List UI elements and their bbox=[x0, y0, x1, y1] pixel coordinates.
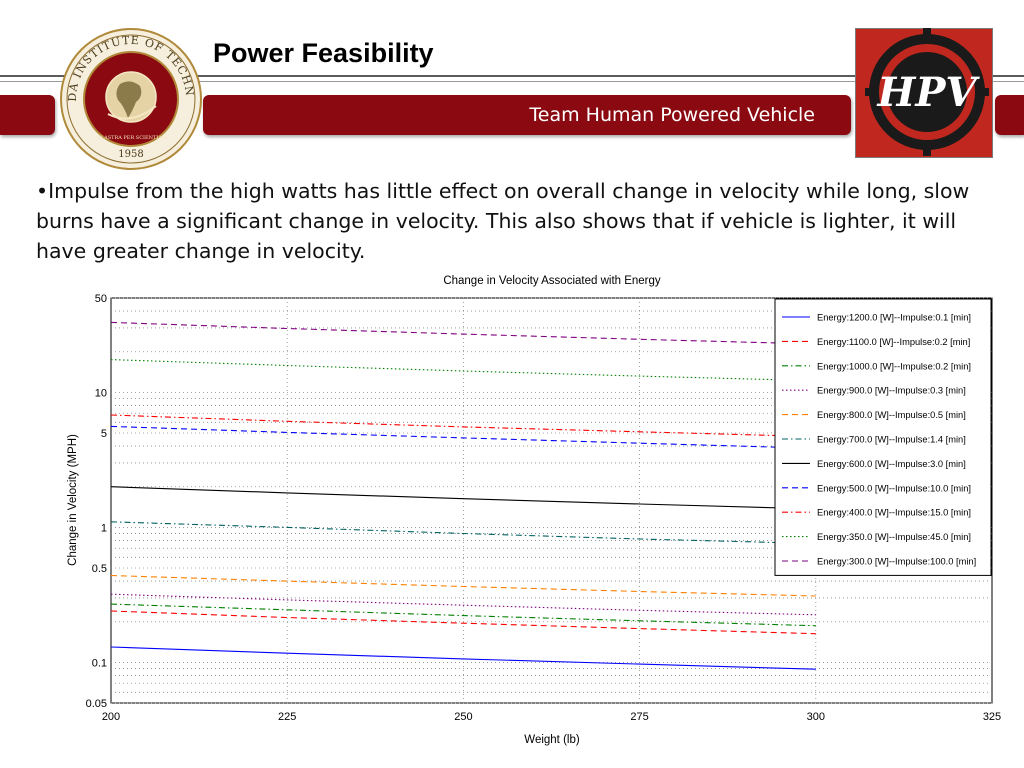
header-rule-secondary bbox=[0, 81, 1024, 82]
florida-tech-seal-logo: FLORIDA INSTITUTE OF TECHNOLOGY 1958 AD … bbox=[58, 26, 202, 170]
legend-box bbox=[774, 298, 992, 576]
x-tick-labels: 200 225 250 275 300 325 bbox=[102, 711, 1001, 723]
x-tick-label: 300 bbox=[807, 711, 825, 723]
legend-entry: Energy:800.0 [W]--Impulse:0.5 [min] bbox=[817, 410, 966, 420]
legend-entry: Energy:1000.0 [W]--Impulse:0.2 [min] bbox=[817, 361, 971, 371]
y-tick-labels: 0.05 0.1 0.5 1 5 10 50 bbox=[86, 293, 107, 710]
svg-text:AD ASTRA PER SCIENTIAM: AD ASTRA PER SCIENTIAM bbox=[94, 135, 167, 141]
legend-entry: Energy:400.0 [W]--Impulse:15.0 [min] bbox=[817, 508, 971, 518]
y-tick-label: 10 bbox=[95, 387, 107, 399]
y-tick-label: 50 bbox=[95, 293, 107, 305]
y-tick-label: 0.1 bbox=[92, 657, 107, 669]
x-tick-label: 225 bbox=[278, 711, 296, 723]
x-tick-label: 275 bbox=[630, 711, 648, 723]
legend-entry: Energy:500.0 [W]--Impulse:10.0 [min] bbox=[817, 483, 971, 493]
legend-entry: Energy:600.0 [W]--Impulse:3.0 [min] bbox=[817, 459, 966, 469]
legend-entry: Energy:1200.0 [W]--Impulse:0.1 [min] bbox=[817, 313, 971, 323]
x-tick-label: 325 bbox=[983, 711, 1001, 723]
x-axis-label: Weight (lb) bbox=[524, 734, 580, 746]
x-tick-label: 250 bbox=[454, 711, 472, 723]
body-paragraph: •Impulse from the high watts has little … bbox=[36, 179, 970, 263]
series-line-4 bbox=[110, 593, 816, 616]
series-line-3 bbox=[110, 603, 816, 627]
y-tick-label: 0.05 bbox=[86, 698, 107, 710]
svg-text:HPV: HPV bbox=[877, 69, 981, 116]
legend-entry: Energy:1100.0 [W]--Impulse:0.2 [min] bbox=[817, 337, 970, 347]
velocity-chart: Change in Velocity Associated with Energ… bbox=[67, 275, 1001, 746]
chart-title: Change in Velocity Associated with Energ… bbox=[443, 275, 661, 287]
series-line-7 bbox=[110, 486, 816, 510]
header-bar: Team Human Powered Vehicle bbox=[203, 95, 851, 135]
header-bar-left bbox=[0, 95, 55, 135]
svg-text:1958: 1958 bbox=[118, 149, 143, 160]
series-line-5 bbox=[110, 574, 816, 597]
series-line-1 bbox=[110, 646, 816, 670]
hpv-logo: HPV bbox=[855, 28, 993, 158]
series-line-11 bbox=[110, 321, 816, 345]
y-tick-label: 1 bbox=[101, 522, 107, 534]
subtitle: Team Human Powered Vehicle bbox=[529, 104, 815, 126]
series-line-2 bbox=[110, 610, 816, 635]
grid-lines bbox=[111, 297, 992, 704]
legend: Energy:1200.0 [W]--Impulse:0.1 [min] Ener… bbox=[774, 298, 992, 576]
series-line-8 bbox=[110, 425, 816, 449]
series-line-10 bbox=[110, 359, 816, 382]
legend-entry: Energy:900.0 [W]--Impulse:0.3 [min] bbox=[817, 386, 966, 396]
header-rule bbox=[0, 75, 1024, 77]
y-tick-label: 5 bbox=[101, 428, 107, 440]
legend-entry: Energy:300.0 [W]--Impulse:100.0 [min] bbox=[817, 557, 976, 567]
legend-entry: Energy:700.0 [W]--Impulse:1.4 [min] bbox=[817, 435, 966, 445]
series-lines bbox=[110, 321, 816, 670]
series-line-6 bbox=[110, 521, 816, 545]
header-bar-right bbox=[995, 95, 1024, 135]
x-tick-label: 200 bbox=[102, 711, 120, 723]
page-title: Power Feasibility bbox=[213, 38, 434, 68]
y-tick-label: 0.5 bbox=[92, 563, 107, 575]
legend-entry: Energy:350.0 [W]--Impulse:45.0 [min] bbox=[817, 532, 971, 542]
y-axis-label: Change in Velocity (MPH) bbox=[67, 434, 79, 566]
series-line-9 bbox=[110, 414, 816, 438]
